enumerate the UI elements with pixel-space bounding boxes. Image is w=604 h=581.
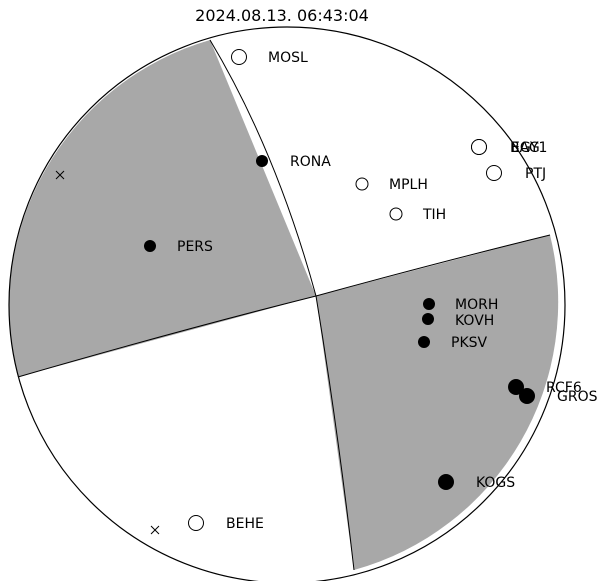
station-rona: RONA: [256, 154, 331, 170]
station-mplh: MPLH: [355, 177, 428, 193]
station-marker: [438, 474, 454, 490]
station-label: RCF6: [546, 380, 582, 396]
station-label: BAG: [510, 140, 540, 156]
station-mosl: MOSL: [231, 49, 308, 66]
station-gros: GROS: [519, 388, 598, 405]
station-marker: [188, 515, 204, 531]
station-label: TIH: [422, 207, 446, 223]
station-label: KOVH: [455, 313, 494, 329]
station-behe: BEHE: [188, 515, 264, 532]
station-pksv: PKSV: [418, 335, 488, 351]
station-label: PTJ: [525, 166, 546, 182]
cross-icon: [150, 525, 160, 535]
station-marker: [418, 336, 430, 348]
station-label: PERS: [177, 239, 213, 255]
station-label: EGY1: [511, 140, 547, 156]
cross-icon: [55, 170, 65, 180]
compression-quadrant-left: [9, 40, 316, 377]
station-label: MORH: [455, 297, 498, 313]
station-label: RONA: [290, 154, 331, 170]
page-title: 2024.08.13. 06:43:04: [195, 6, 369, 25]
nodal-plane-2: [17, 234, 551, 378]
station-marker: [256, 155, 268, 167]
station-marker: [423, 298, 435, 310]
station-label: MOSL: [268, 50, 308, 66]
station-morh: MORH: [423, 297, 498, 313]
station-kovh: KOVH: [422, 313, 494, 329]
station-marker: [486, 165, 502, 181]
station-label: GROS: [557, 389, 598, 405]
station-ptj: PTJ: [486, 165, 546, 182]
station-marker: [519, 388, 535, 404]
station-egy1: EGY1: [471, 139, 547, 156]
station-label: BEHE: [226, 516, 264, 532]
station-marker: [471, 139, 487, 155]
station-marker: [231, 49, 247, 65]
focal-sphere-outline: [8, 26, 566, 581]
station-pers: PERS: [144, 239, 213, 255]
station-tih: TIH: [389, 207, 446, 223]
station-label: KOGS: [476, 475, 515, 491]
station-marker: [508, 379, 524, 395]
station-kogs: KOGS: [438, 474, 515, 491]
compression-quadrant-right: [316, 235, 559, 570]
station-label: PKSV: [451, 335, 488, 351]
station-marker: [355, 177, 369, 191]
station-rcf6: RCF6: [508, 379, 582, 396]
station-label: MPLH: [389, 177, 428, 193]
station-marker: [144, 240, 156, 252]
station-marker: [422, 313, 434, 325]
station-marker: [389, 207, 403, 221]
